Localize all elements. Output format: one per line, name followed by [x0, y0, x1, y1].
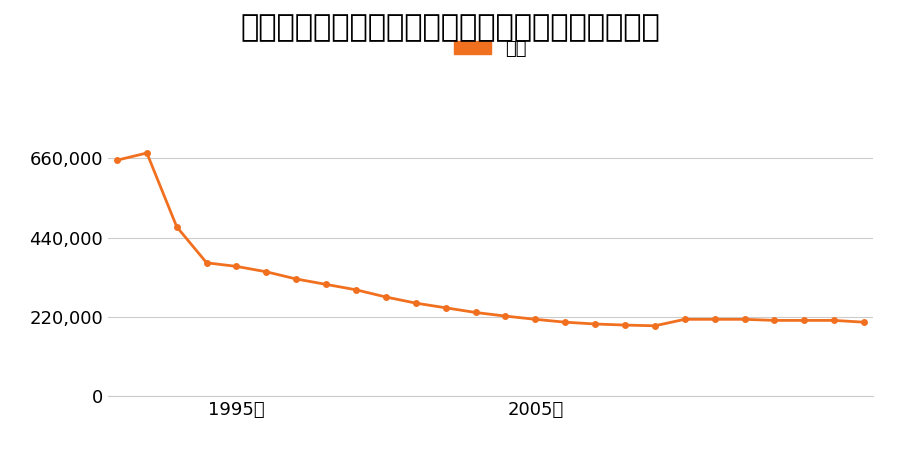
Text: 大阪府箕面市箕面６丁目１３５７番１８の地価推移: 大阪府箕面市箕面６丁目１３５７番１８の地価推移: [240, 14, 660, 42]
Legend: 価格: 価格: [447, 32, 534, 65]
